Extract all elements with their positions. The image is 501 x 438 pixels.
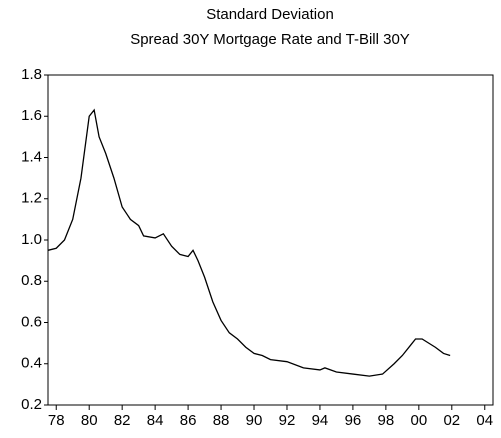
x-tick-label: 82 bbox=[114, 412, 131, 429]
plot-frame bbox=[47, 74, 494, 406]
y-tick-label: 0.4 bbox=[21, 355, 42, 372]
chart-title: Standard Deviation bbox=[206, 6, 334, 23]
y-tick-label: 1.0 bbox=[21, 231, 42, 248]
y-tick-label: 1.4 bbox=[21, 148, 42, 165]
y-tick-label: 1.6 bbox=[21, 107, 42, 124]
x-tick-label: 86 bbox=[180, 412, 197, 429]
x-tick-label: 96 bbox=[345, 412, 362, 429]
x-tick-label: 90 bbox=[246, 412, 263, 429]
x-tick-label: 00 bbox=[410, 412, 427, 429]
x-tick-label: 02 bbox=[443, 412, 460, 429]
x-tick-label: 94 bbox=[312, 412, 329, 429]
x-tick-label: 80 bbox=[81, 412, 98, 429]
x-tick-label: 88 bbox=[213, 412, 230, 429]
series-line bbox=[47, 108, 451, 377]
y-tick-label: 1.8 bbox=[21, 66, 42, 83]
x-tick-label: 92 bbox=[279, 412, 296, 429]
x-tick-label: 98 bbox=[378, 412, 395, 429]
y-tick-label: 1.2 bbox=[21, 190, 42, 207]
x-tick-label: 84 bbox=[147, 412, 164, 429]
x-tick-label: 04 bbox=[476, 412, 493, 429]
y-tick-label: 0.6 bbox=[21, 313, 42, 330]
x-tick-label: 78 bbox=[48, 412, 65, 429]
y-tick-label: 0.2 bbox=[21, 396, 42, 413]
y-tick-label: 0.8 bbox=[21, 272, 42, 289]
chart-subtitle: Spread 30Y Mortgage Rate and T-Bill 30Y bbox=[130, 31, 410, 48]
